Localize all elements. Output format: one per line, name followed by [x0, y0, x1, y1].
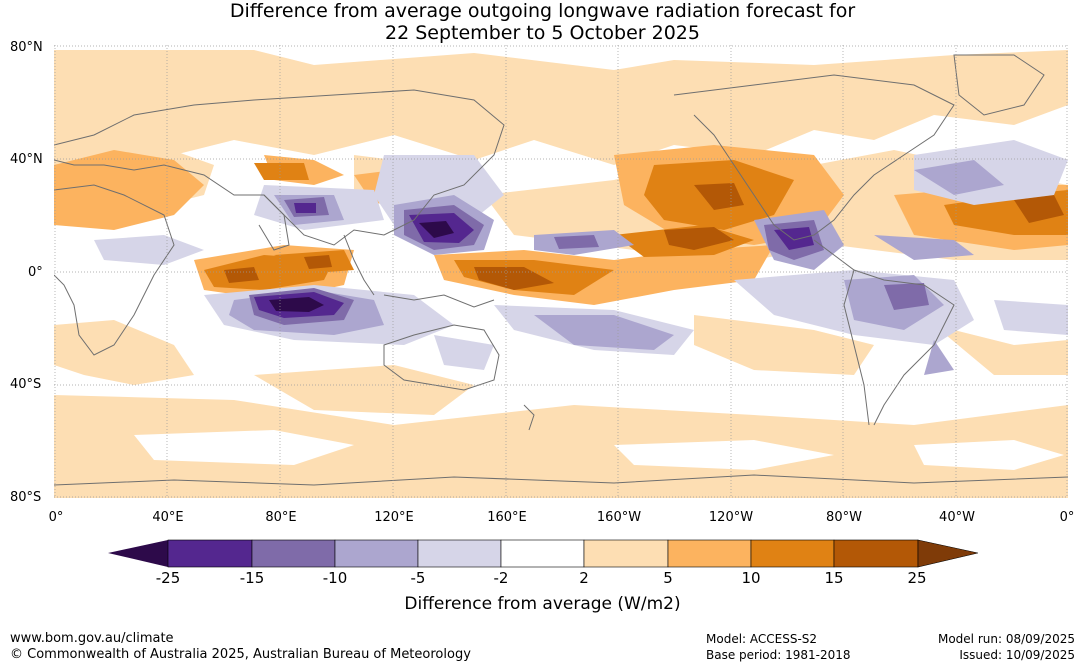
lat-label-40n: 40°N [10, 152, 43, 167]
colorbar-tick: 5 [663, 569, 673, 587]
colorbar-tick: 25 [907, 569, 927, 587]
lon-label-0: 0° [48, 510, 64, 525]
colorbar [108, 539, 978, 568]
colorbar-tick: 10 [741, 569, 761, 587]
footer-issued: Issued: 10/09/2025 [959, 648, 1075, 662]
colorbar-tick: -10 [322, 569, 348, 587]
lon-label-40w: 40°W [939, 510, 975, 525]
colorbar-segment-gt-25 [917, 539, 978, 568]
colorbar-label: Difference from average (W/m2) [404, 594, 681, 614]
olr-anomaly-map [54, 45, 1068, 498]
colorbar-tick: -2 [493, 569, 509, 587]
lat-label-80s: 80°S [10, 490, 42, 505]
colorbar-segment-lt-25 [108, 540, 168, 567]
colorbar-segment-15-10 [251, 539, 336, 568]
colorbar-segment-2-5 [583, 539, 669, 568]
lon-label-80e: 80°E [265, 510, 297, 525]
colorbar-segment-15-25 [833, 539, 919, 568]
lon-label-0-east: 0° [1059, 510, 1075, 525]
colorbar-tick: 2 [579, 569, 589, 587]
colorbar-segment-2-2 [500, 539, 585, 568]
anomaly-darkest-purple-areas [269, 221, 454, 312]
lon-label-120e: 120°E [374, 510, 414, 525]
colorbar-tick: -25 [155, 569, 181, 587]
lon-label-80w: 80°W [826, 510, 862, 525]
lat-label-80n: 80°N [10, 40, 43, 55]
lon-label-160e: 160°E [487, 510, 527, 525]
colorbar-segment-25-15 [167, 539, 253, 568]
colorbar-segment-5-2 [417, 539, 502, 568]
footer-model-run: Model run: 08/09/2025 [937, 632, 1075, 646]
colorbar-segment-5-10 [667, 539, 752, 568]
footer-copyright: © Commonwealth of Australia 2025, Austra… [10, 647, 471, 662]
anomaly-deepest-orange-areas [224, 183, 1064, 290]
colorbar-tick: 15 [824, 569, 844, 587]
lon-label-160w: 160°W [596, 510, 642, 525]
map-title-line1: Difference from average outgoing longwav… [229, 0, 856, 22]
footer-model: Model: ACCESS-S2 [706, 632, 818, 646]
footer-base-period: Base period: 1981-2018 [706, 648, 851, 662]
colorbar-segment-10-5 [334, 539, 419, 568]
lat-label-equator: 0° [28, 265, 43, 280]
lat-label-40s: 40°S [10, 377, 42, 392]
lon-label-120w: 120°W [708, 510, 754, 525]
colorbar-tick: -15 [239, 569, 265, 587]
colorbar-segment-10-15 [750, 539, 835, 568]
footer-website: www.bom.gov.au/climate [10, 631, 174, 646]
lon-label-40e: 40°E [152, 510, 184, 525]
colorbar-tick: -5 [410, 569, 426, 587]
map-title-line2: 22 September to 5 October 2025 [385, 22, 700, 44]
lat-lon-gridlines [54, 45, 1068, 498]
coastlines [54, 54, 1068, 486]
